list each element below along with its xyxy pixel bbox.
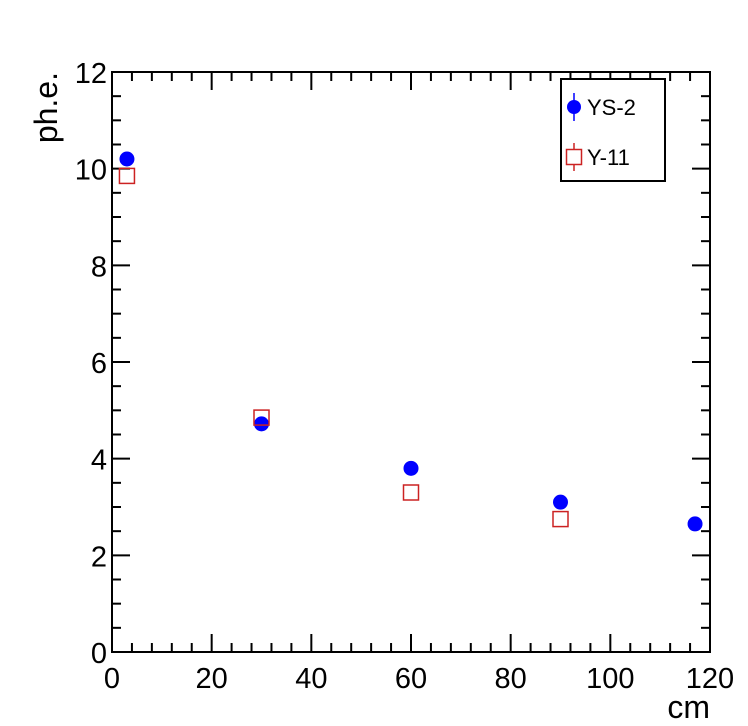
- legend-label: Y-11: [587, 145, 630, 170]
- y-tick-label: 4: [91, 445, 107, 477]
- ys2-data-point: [254, 416, 269, 432]
- x-tick-label: 20: [196, 663, 228, 695]
- x-tick-label: 120: [686, 663, 734, 695]
- y-tick-label: 2: [91, 541, 107, 573]
- x-tick-label: 100: [586, 663, 634, 695]
- ys2-data-point: [553, 494, 568, 510]
- x-tick-label: 80: [495, 663, 527, 695]
- legend-marker-y11: [565, 148, 583, 166]
- y-tick-label: 0: [91, 638, 107, 670]
- ys2-data-point: [403, 460, 419, 476]
- y-tick-label: 6: [91, 348, 107, 380]
- x-tick-label: 40: [295, 663, 327, 695]
- ys2-data-point: [119, 151, 135, 167]
- ys2-data-point: [687, 516, 703, 532]
- legend-marker-ys2: [567, 100, 581, 114]
- x-tick-label: 0: [104, 663, 120, 695]
- y11-data-point: [118, 167, 136, 185]
- y-tick-label: 12: [75, 58, 107, 90]
- y-tick-label: 10: [75, 155, 107, 187]
- x-tick-label: 60: [395, 663, 427, 695]
- legend-label: YS-2: [587, 95, 636, 120]
- points-layer: [118, 151, 703, 532]
- y11-data-point: [402, 484, 420, 501]
- y-tick-label: 8: [91, 251, 107, 283]
- y11-data-point: [552, 510, 569, 528]
- y-axis-title: ph.e.: [28, 72, 64, 143]
- legend: YS-2 Y-11: [560, 78, 666, 182]
- x-axis-title: cm: [667, 689, 710, 725]
- plot-frame: [111, 71, 711, 653]
- labels-layer: 0 20 40 60 80 100 120 0 2 4 6 8 10 12: [75, 58, 734, 695]
- y11-data-point: [253, 409, 270, 426]
